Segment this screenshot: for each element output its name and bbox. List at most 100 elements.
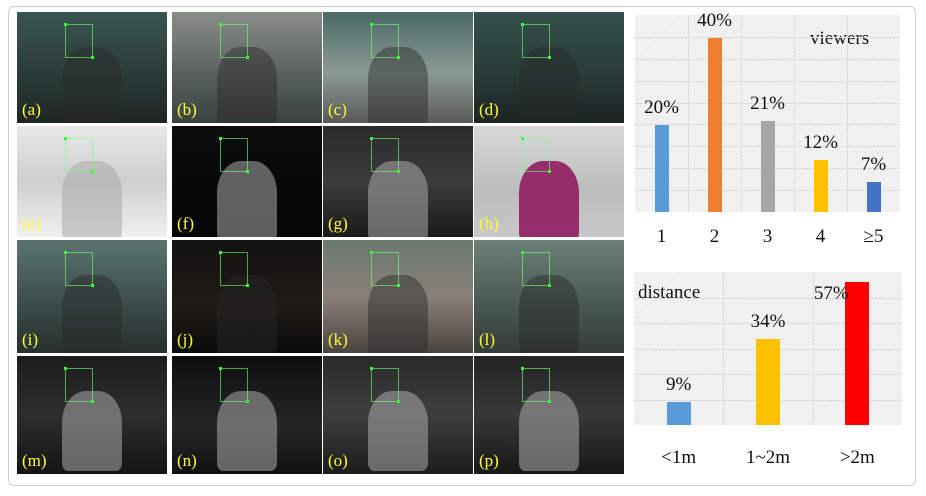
- panel-label: (e): [22, 214, 41, 233]
- x-tick-label: 1: [656, 226, 667, 247]
- bar: [654, 125, 669, 212]
- gridline: [688, 15, 689, 212]
- data-label: 7%: [860, 153, 887, 175]
- gridline: [635, 80, 900, 82]
- photo-panel: (o): [323, 356, 473, 474]
- panel-label: (h): [479, 214, 499, 233]
- chart-title: viewers: [810, 28, 870, 49]
- gridline: [812, 272, 814, 425]
- data-label: 12%: [803, 131, 838, 153]
- face-detection-box: [370, 251, 400, 287]
- photo-panel: (g): [323, 126, 473, 237]
- panel-label: (g): [328, 214, 348, 233]
- x-tick-label: ≥5: [863, 226, 884, 247]
- person: [519, 161, 579, 237]
- person: [519, 391, 579, 471]
- person: [62, 47, 122, 123]
- distance-chart: distance 9% <1m 34% 1~2m 57% >2m: [634, 272, 902, 468]
- data-label: 9%: [665, 374, 692, 396]
- x-tick-label: 4: [815, 226, 826, 247]
- figure-frame: [8, 6, 916, 486]
- gridline: [794, 15, 795, 212]
- data-label: 34%: [750, 311, 786, 333]
- photo-panel: (e): [17, 126, 167, 237]
- person: [217, 47, 277, 123]
- panel-label: (j): [177, 330, 194, 349]
- bar: [760, 120, 775, 212]
- panel-label: (n): [177, 451, 197, 470]
- face-detection-box: [64, 23, 94, 59]
- face-detection-box: [64, 367, 94, 403]
- face-detection-box: [219, 137, 249, 173]
- photo-panel: (a): [17, 12, 167, 123]
- face-detection-box: [521, 367, 551, 403]
- viewers-chart: viewers 20% 1 40% 2 21% 3 12% 4 7% ≥5: [635, 10, 900, 247]
- panel-label: (d): [479, 100, 499, 119]
- bar: [756, 339, 780, 425]
- person: [62, 391, 122, 471]
- face-detection-box: [219, 367, 249, 403]
- photo-panel: (f): [172, 126, 322, 237]
- panel-label: (c): [328, 100, 347, 119]
- person: [62, 161, 122, 237]
- face-detection-box: [370, 23, 400, 59]
- person: [368, 47, 428, 123]
- photo-panel: (m): [17, 356, 167, 474]
- person: [217, 275, 277, 353]
- data-label: 20%: [644, 97, 679, 118]
- photo-panel: (h): [474, 126, 624, 237]
- bar: [866, 181, 881, 212]
- photo-panel: (k): [323, 240, 473, 353]
- data-label: 40%: [697, 10, 732, 31]
- bar: [666, 402, 691, 425]
- face-detection-box: [219, 251, 249, 287]
- gridline: [741, 15, 742, 212]
- photo-panel: (c): [323, 12, 473, 123]
- person: [519, 47, 579, 123]
- panel-label: (b): [177, 100, 197, 119]
- panel-label: (m): [22, 451, 47, 470]
- photo-panel: (p): [474, 356, 624, 474]
- face-detection-box: [370, 367, 400, 403]
- photo-panel: (l): [474, 240, 624, 353]
- person: [519, 275, 579, 353]
- panel-label: (k): [328, 330, 348, 349]
- panel-label: (o): [328, 451, 348, 470]
- x-tick-label: 2: [709, 226, 720, 247]
- person: [368, 161, 428, 237]
- person: [368, 275, 428, 353]
- chart-title: distance: [638, 282, 701, 303]
- photo-panel: (d): [474, 12, 624, 123]
- face-detection-box: [521, 137, 551, 173]
- person: [217, 391, 277, 471]
- gridline: [634, 297, 902, 299]
- photo-panel: (b): [172, 12, 322, 123]
- gridline: [635, 102, 900, 104]
- person: [217, 161, 277, 237]
- photo-panel: (j): [172, 240, 322, 353]
- gridline: [847, 15, 848, 212]
- face-detection-box: [521, 23, 551, 59]
- person: [368, 391, 428, 471]
- face-detection-box: [64, 251, 94, 287]
- x-tick-label: 1~2m: [745, 447, 791, 468]
- person: [62, 275, 122, 353]
- panel-label: (p): [479, 451, 499, 470]
- photo-panel: (i): [17, 240, 167, 353]
- panel-label: (f): [177, 214, 194, 233]
- bar: [813, 159, 828, 212]
- bar: [707, 38, 722, 212]
- face-detection-box: [219, 23, 249, 59]
- gridline: [723, 272, 725, 425]
- panel-label: (a): [22, 100, 41, 119]
- data-label: 57%: [813, 282, 849, 304]
- face-detection-box: [370, 137, 400, 173]
- x-tick-label: >2m: [839, 447, 875, 468]
- gridline: [635, 36, 900, 38]
- gridline: [635, 58, 900, 60]
- bar: [845, 281, 870, 425]
- photo-panel: (n): [172, 356, 322, 474]
- gridline: [634, 323, 902, 324]
- face-detection-box: [64, 137, 94, 173]
- face-detection-box: [521, 251, 551, 287]
